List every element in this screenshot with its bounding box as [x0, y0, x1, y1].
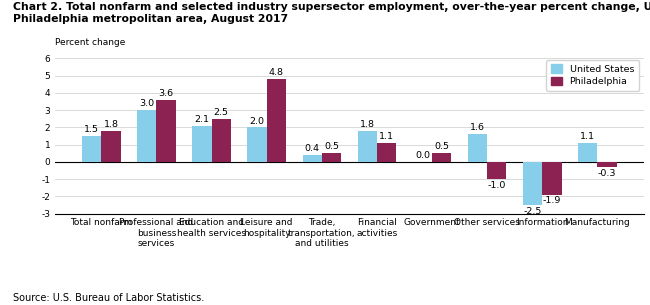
- Bar: [432, 153, 451, 162]
- Bar: [302, 155, 322, 162]
- Bar: [377, 143, 396, 162]
- Text: 0.5: 0.5: [324, 142, 339, 152]
- Bar: [597, 162, 617, 167]
- Bar: [248, 127, 266, 162]
- Text: 1.1: 1.1: [580, 132, 595, 141]
- Bar: [542, 162, 562, 195]
- Bar: [468, 134, 488, 162]
- Text: -1.0: -1.0: [488, 181, 506, 190]
- Bar: [266, 79, 286, 162]
- Text: 0.5: 0.5: [434, 142, 449, 152]
- Bar: [211, 119, 231, 162]
- Text: -1.9: -1.9: [543, 196, 561, 205]
- Text: Percent change: Percent change: [55, 38, 125, 47]
- Bar: [488, 162, 506, 179]
- Text: 2.0: 2.0: [250, 117, 265, 126]
- Text: 1.5: 1.5: [84, 125, 99, 134]
- Legend: United States, Philadelphia: United States, Philadelphia: [546, 59, 639, 91]
- Text: 0.0: 0.0: [415, 151, 430, 160]
- Bar: [82, 136, 101, 162]
- Text: 1.8: 1.8: [103, 120, 118, 129]
- Text: 3.6: 3.6: [159, 89, 174, 98]
- Bar: [322, 153, 341, 162]
- Bar: [192, 126, 211, 162]
- Bar: [137, 110, 157, 162]
- Text: Source: U.S. Bureau of Labor Statistics.: Source: U.S. Bureau of Labor Statistics.: [13, 293, 204, 303]
- Text: 4.8: 4.8: [269, 68, 284, 77]
- Text: Philadelphia metropolitan area, August 2017: Philadelphia metropolitan area, August 2…: [13, 14, 288, 24]
- Text: -0.3: -0.3: [598, 169, 616, 178]
- Bar: [578, 143, 597, 162]
- Text: 0.4: 0.4: [305, 144, 320, 153]
- Text: 1.1: 1.1: [379, 132, 394, 141]
- Bar: [101, 131, 121, 162]
- Text: 2.1: 2.1: [194, 115, 209, 124]
- Text: Chart 2. Total nonfarm and selected industry supersector employment, over-the-ye: Chart 2. Total nonfarm and selected indu…: [13, 2, 650, 12]
- Text: -2.5: -2.5: [523, 206, 542, 216]
- Text: 1.6: 1.6: [470, 124, 485, 132]
- Bar: [358, 131, 377, 162]
- Text: 3.0: 3.0: [139, 99, 154, 108]
- Text: 2.5: 2.5: [214, 108, 229, 117]
- Text: 1.8: 1.8: [360, 120, 375, 129]
- Bar: [523, 162, 542, 205]
- Bar: [157, 100, 176, 162]
